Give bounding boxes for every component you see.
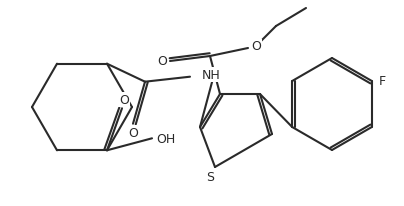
Text: O: O [251,40,261,53]
Text: O: O [157,55,167,68]
Text: S: S [206,171,214,184]
Text: O: O [119,93,129,106]
Text: OH: OH [156,132,176,145]
Text: F: F [378,75,385,88]
Text: O: O [128,126,138,139]
Text: NH: NH [202,69,221,82]
